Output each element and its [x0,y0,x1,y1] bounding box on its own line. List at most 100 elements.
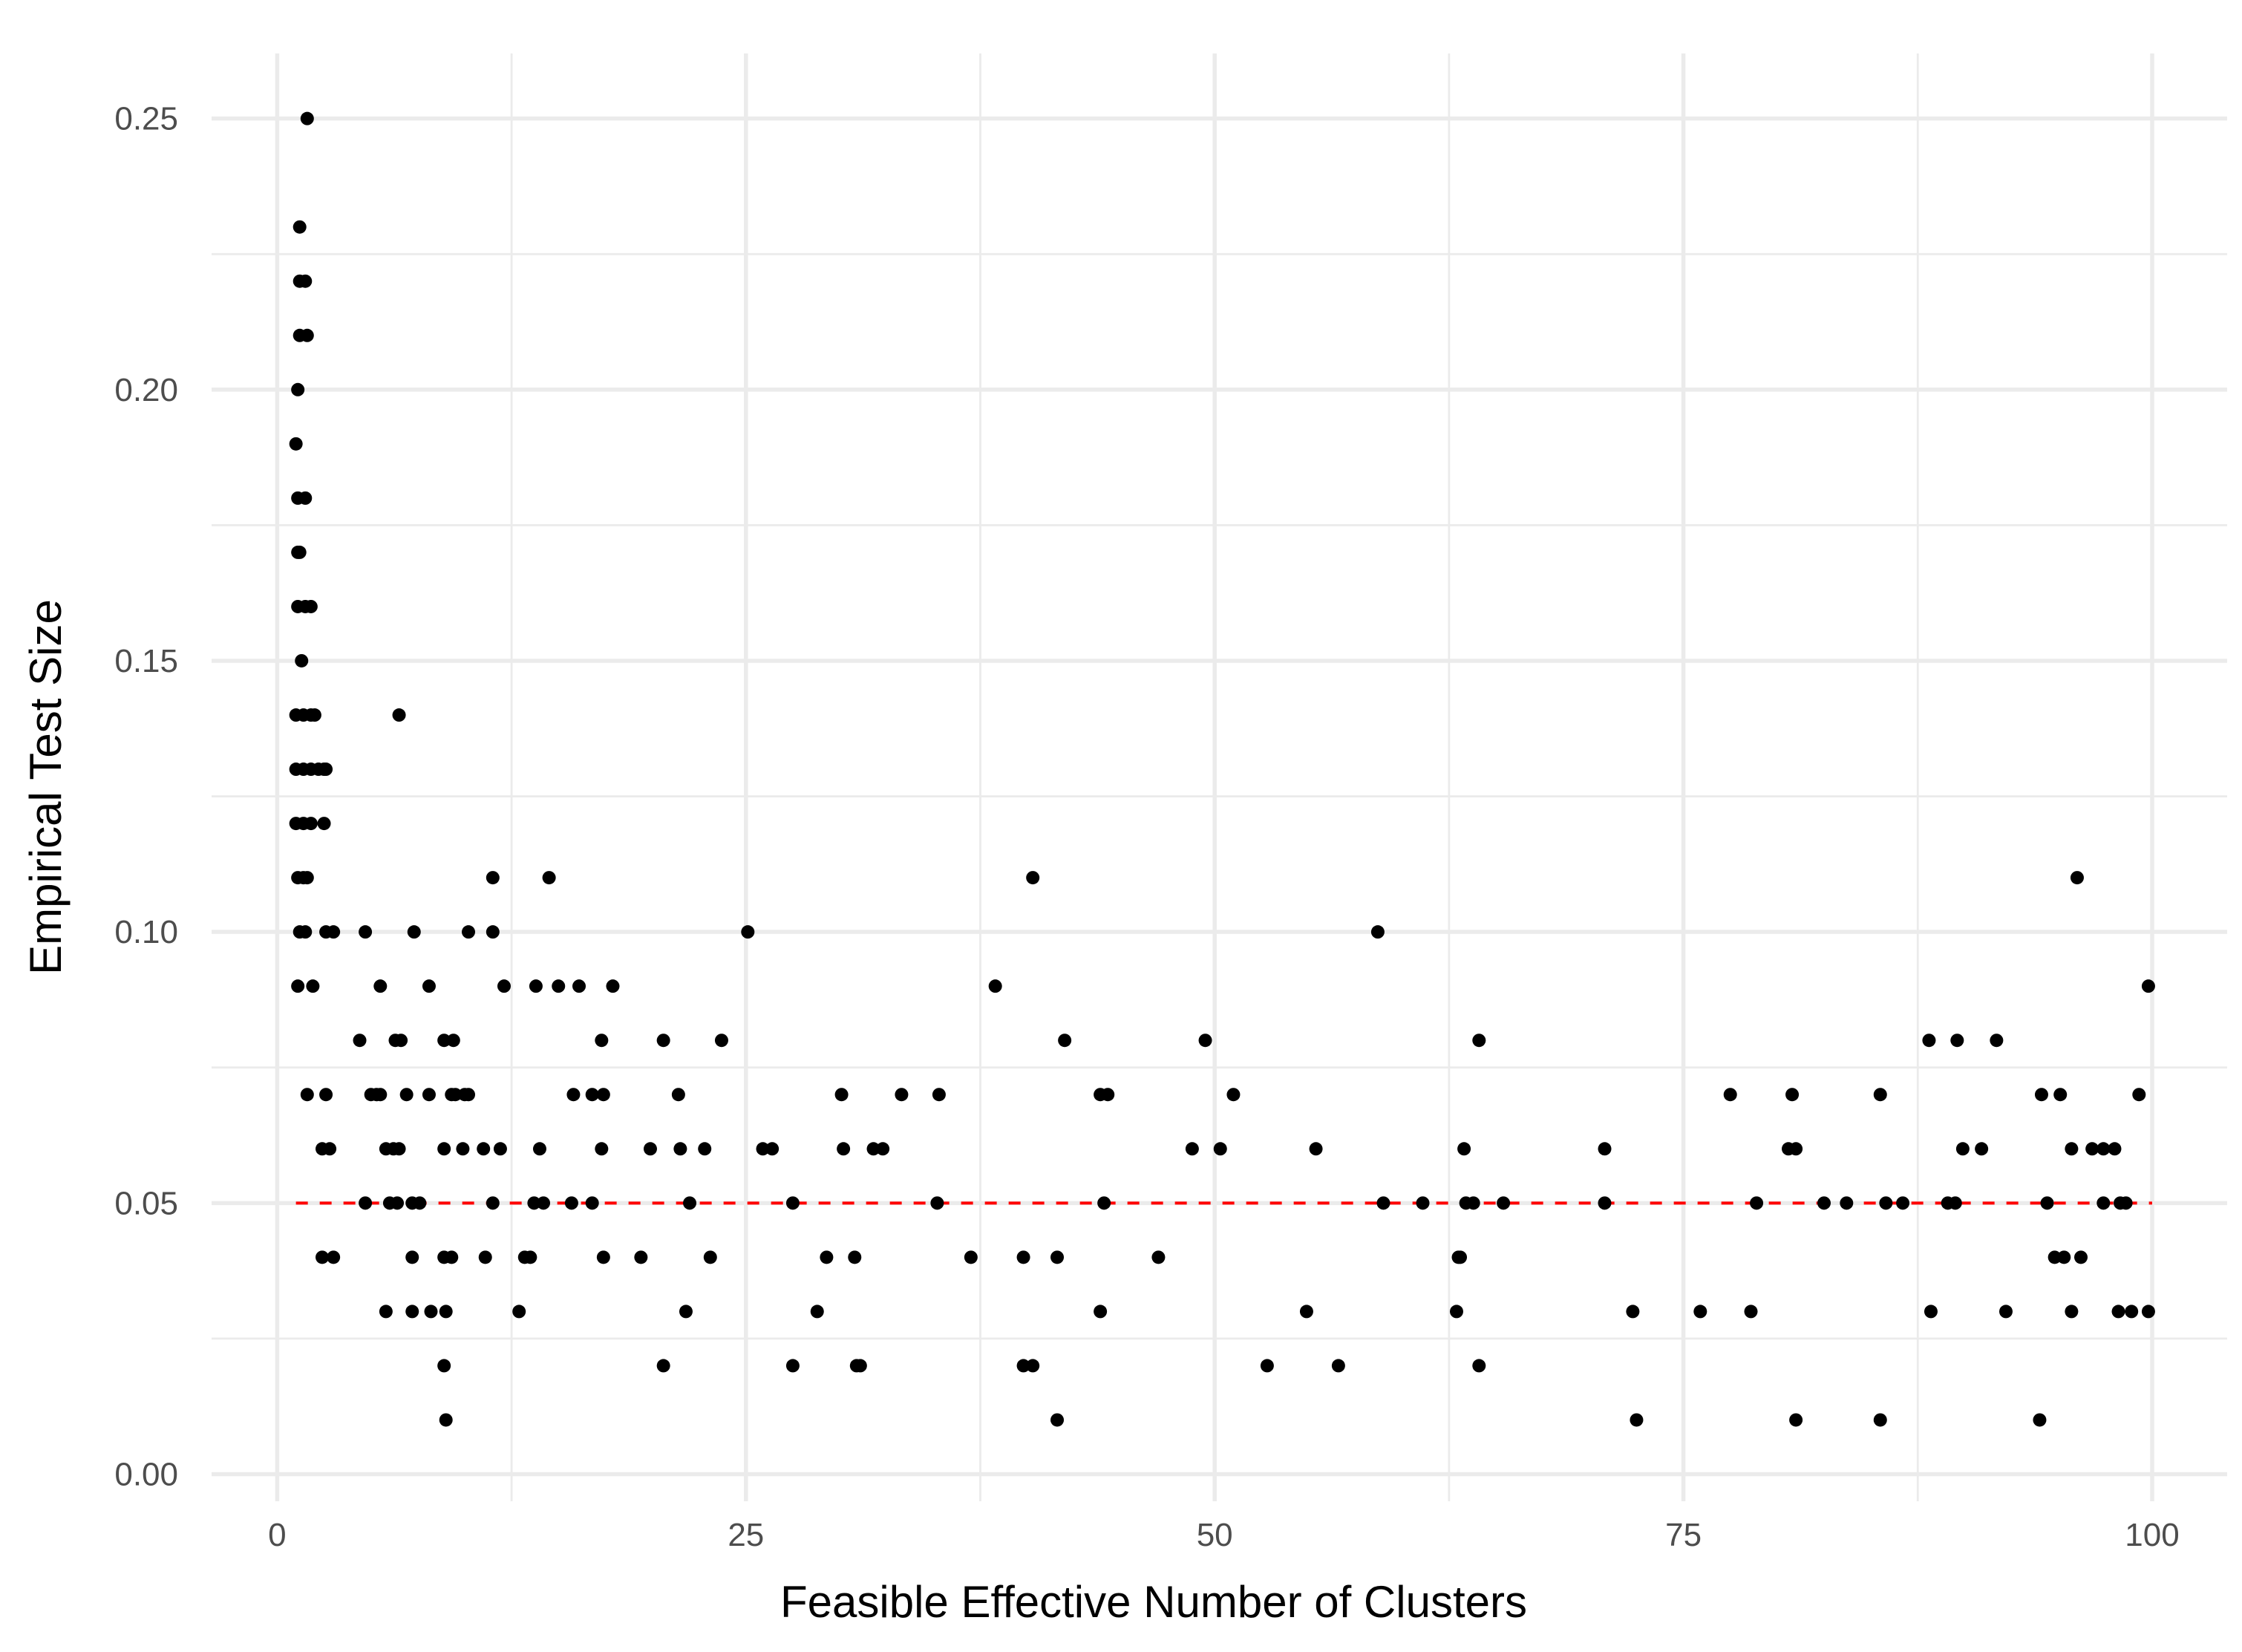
data-point [390,1196,405,1210]
data-point [422,979,436,993]
y-tick-label: 0.00 [114,1456,178,1492]
data-point [405,1305,419,1319]
data-point [319,763,333,777]
data-point [853,1359,867,1373]
data-point [439,1305,453,1319]
data-point [698,1142,712,1156]
data-point [437,1359,451,1373]
data-point [462,1088,476,1102]
data-point [2119,1196,2133,1210]
data-point [2040,1196,2054,1210]
data-point [1789,1413,1803,1427]
data-point [292,545,307,559]
data-point [1016,1359,1030,1373]
data-point [1879,1196,1893,1210]
data-point [1922,1034,1936,1048]
data-point [1950,1034,1964,1048]
grid [212,53,2227,1501]
data-point [1873,1088,1887,1102]
data-point [1598,1196,1612,1210]
data-point [1094,1305,1108,1319]
data-point [323,1142,337,1156]
data-point [1097,1196,1111,1210]
data-point [820,1250,834,1264]
data-point [307,708,321,722]
data-point [765,1142,780,1156]
x-tick-label: 100 [2125,1517,2179,1553]
data-point [552,979,566,993]
data-point [2125,1305,2139,1319]
data-point [837,1142,851,1156]
data-point [656,1034,670,1048]
data-point [317,817,331,831]
data-point [292,220,307,234]
data-point [1370,925,1385,939]
y-axis-title: Empirical Test Size [21,599,71,975]
data-point [486,925,500,939]
data-point [424,1305,438,1319]
data-point [422,1088,436,1102]
y-axis-ticks: 0.00 0.05 0.10 0.15 0.20 0.25 [114,101,178,1493]
data-point [379,1305,393,1319]
data-point [445,1250,459,1264]
data-point [306,979,320,993]
data-point [2108,1142,2122,1156]
x-tick-label: 0 [268,1517,286,1553]
data-point [304,599,318,613]
data-point [1924,1305,1938,1319]
data-point [714,1034,728,1048]
data-point [1299,1305,1313,1319]
data-point [1226,1088,1241,1102]
data-point [405,1250,419,1264]
y-tick-label: 0.25 [114,101,178,137]
data-point [439,1413,453,1427]
data-point [671,1088,685,1102]
data-point [2074,1250,2088,1264]
data-point [703,1250,717,1264]
data-point [2111,1305,2125,1319]
data-point [359,1196,373,1210]
data-point [319,1088,333,1102]
data-point [606,979,620,993]
data-point [1998,1305,2013,1319]
x-tick-label: 50 [1197,1517,1233,1553]
data-point [477,1142,491,1156]
data-point [399,1088,414,1102]
data-point [298,274,313,288]
data-point [595,1034,609,1048]
data-point [537,1196,551,1210]
data-point [785,1196,800,1210]
data-point [437,1034,451,1048]
data-point [1693,1305,1707,1319]
data-point [1213,1142,1227,1156]
data-point [930,1196,944,1210]
data-point [1050,1413,1065,1427]
data-points [289,111,2155,1427]
data-point [1454,1250,1468,1264]
data-point [529,979,543,993]
data-point [1817,1196,1831,1210]
data-point [1750,1196,1764,1210]
data-point [523,1250,537,1264]
x-tick-label: 75 [1665,1517,1702,1553]
data-point [1630,1413,1644,1427]
data-point [1472,1034,1486,1048]
data-point [679,1305,693,1319]
data-point [964,1250,978,1264]
data-point [527,1196,541,1210]
data-point [683,1196,697,1210]
data-point [1896,1196,1910,1210]
y-tick-label: 0.15 [114,643,178,679]
data-point [2057,1250,2071,1264]
data-point [1948,1196,1962,1210]
data-point [359,925,373,939]
data-point [1416,1196,1430,1210]
data-point [1151,1250,1166,1264]
data-point [932,1088,946,1102]
data-point [1376,1196,1390,1210]
data-point [1198,1034,1212,1048]
data-point [1598,1142,1612,1156]
data-point [2132,1088,2146,1102]
